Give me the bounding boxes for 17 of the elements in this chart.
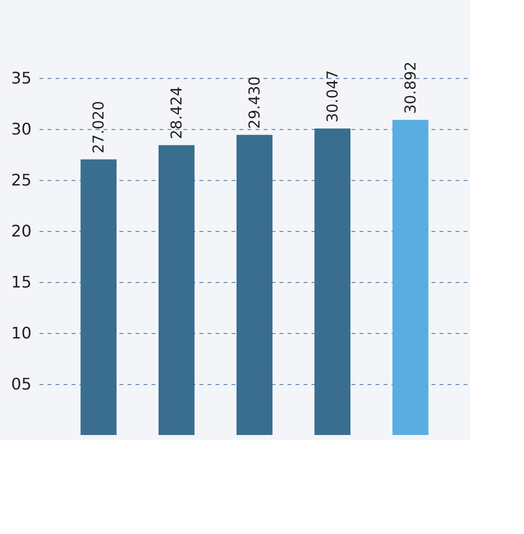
bar xyxy=(236,134,272,435)
y-tick-label: 20 xyxy=(11,222,32,240)
data-label: 30.892 xyxy=(401,61,420,114)
bar xyxy=(80,159,117,435)
bar xyxy=(314,128,350,435)
data-label: 29.430 xyxy=(246,76,264,129)
data-label: 28.424 xyxy=(168,86,186,140)
y-tick-label: 25 xyxy=(11,170,32,190)
data-label: 27.020 xyxy=(90,100,108,154)
y-tick-label: 10 xyxy=(11,324,32,342)
y-tick-label: 35 xyxy=(11,68,32,88)
bar xyxy=(158,145,195,435)
data-label: 30.047 xyxy=(323,70,342,123)
y-tick-label: 05 xyxy=(11,374,32,394)
y-tick-label: 15 xyxy=(11,272,32,292)
bar xyxy=(392,120,428,435)
y-tick-label: 30 xyxy=(11,120,32,138)
